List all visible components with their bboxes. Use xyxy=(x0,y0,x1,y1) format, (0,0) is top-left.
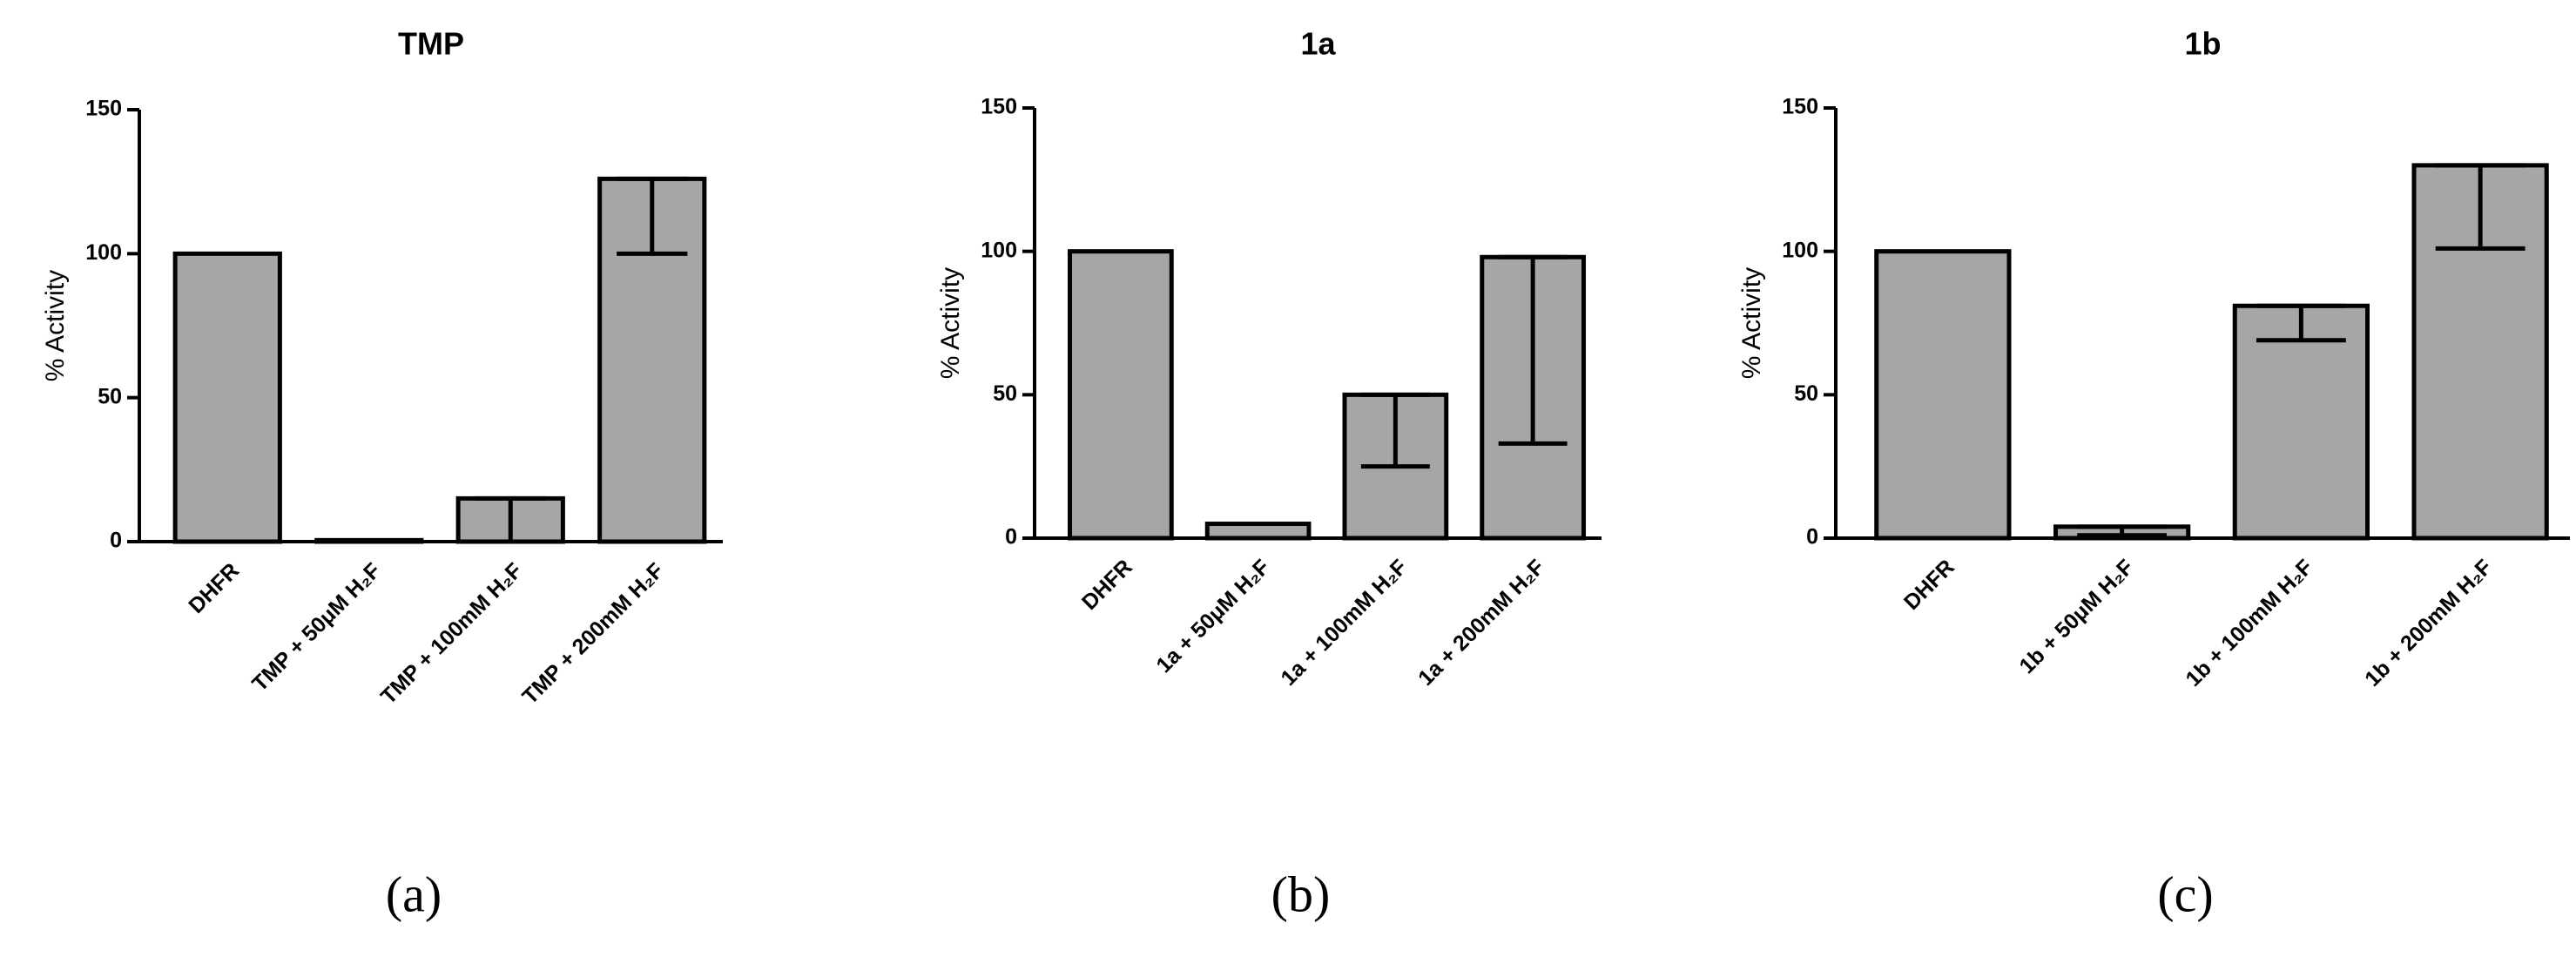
y-tick-label: 0 xyxy=(110,529,122,553)
panel-label: (a) xyxy=(386,866,442,922)
x-tick-label: DHFR xyxy=(184,558,244,618)
error-bar xyxy=(1498,254,1568,446)
bar xyxy=(2232,303,2370,541)
error-bar xyxy=(1360,392,1430,469)
bar xyxy=(1204,522,1312,541)
error-bar xyxy=(2256,303,2346,343)
y-axis-label: % Activity xyxy=(1737,267,1766,379)
x-tick-label: TMP + 200mM H₂F xyxy=(517,558,668,709)
bar xyxy=(1068,249,1174,541)
x-tick-label: 1b + 200mM H₂F xyxy=(2360,555,2497,691)
x-tick-label: DHFR xyxy=(1899,555,1959,615)
y-tick-label: 50 xyxy=(993,381,1017,406)
y-tick-label: 150 xyxy=(981,95,1017,119)
chart-title: 1a xyxy=(1300,26,1336,62)
chart-title: 1b xyxy=(2184,26,2221,62)
x-tick-label: 1a + 50μM H₂F xyxy=(1151,555,1274,677)
y-tick-label: 50 xyxy=(98,384,122,408)
x-tick-label: 1b + 50μM H₂F xyxy=(2014,555,2138,678)
bar xyxy=(172,251,282,544)
bar xyxy=(1874,249,2012,541)
panel-label: (b) xyxy=(1271,866,1331,922)
x-tick-label: 1a + 100mM H₂F xyxy=(1276,555,1412,691)
y-tick-label: 100 xyxy=(85,240,122,265)
x-tick-label: TMP + 100mM H₂F xyxy=(376,558,527,709)
x-tick-label: TMP + 50μM H₂F xyxy=(247,558,385,696)
y-tick-label: 100 xyxy=(1782,238,1818,262)
error-bar xyxy=(475,495,546,544)
x-tick-label: DHFR xyxy=(1077,555,1137,615)
x-tick-label: 1b + 100mM H₂F xyxy=(2181,555,2317,691)
y-axis-label: % Activity xyxy=(41,270,70,381)
panel-label: (c) xyxy=(2157,866,2213,922)
y-tick-label: 150 xyxy=(85,97,122,121)
error-bar xyxy=(2435,163,2525,251)
y-tick-label: 0 xyxy=(1806,525,1818,549)
y-tick-label: 50 xyxy=(1794,381,1818,406)
y-tick-label: 150 xyxy=(1782,95,1818,119)
bar xyxy=(314,537,424,544)
y-tick-label: 0 xyxy=(1005,525,1017,549)
error-bar xyxy=(617,176,688,256)
x-tick-label: 1a + 200mM H₂F xyxy=(1413,555,1549,691)
chart-title: TMP xyxy=(398,26,464,62)
error-bar xyxy=(2077,524,2168,538)
y-axis-label: % Activity xyxy=(936,267,965,379)
y-tick-label: 100 xyxy=(981,238,1017,262)
